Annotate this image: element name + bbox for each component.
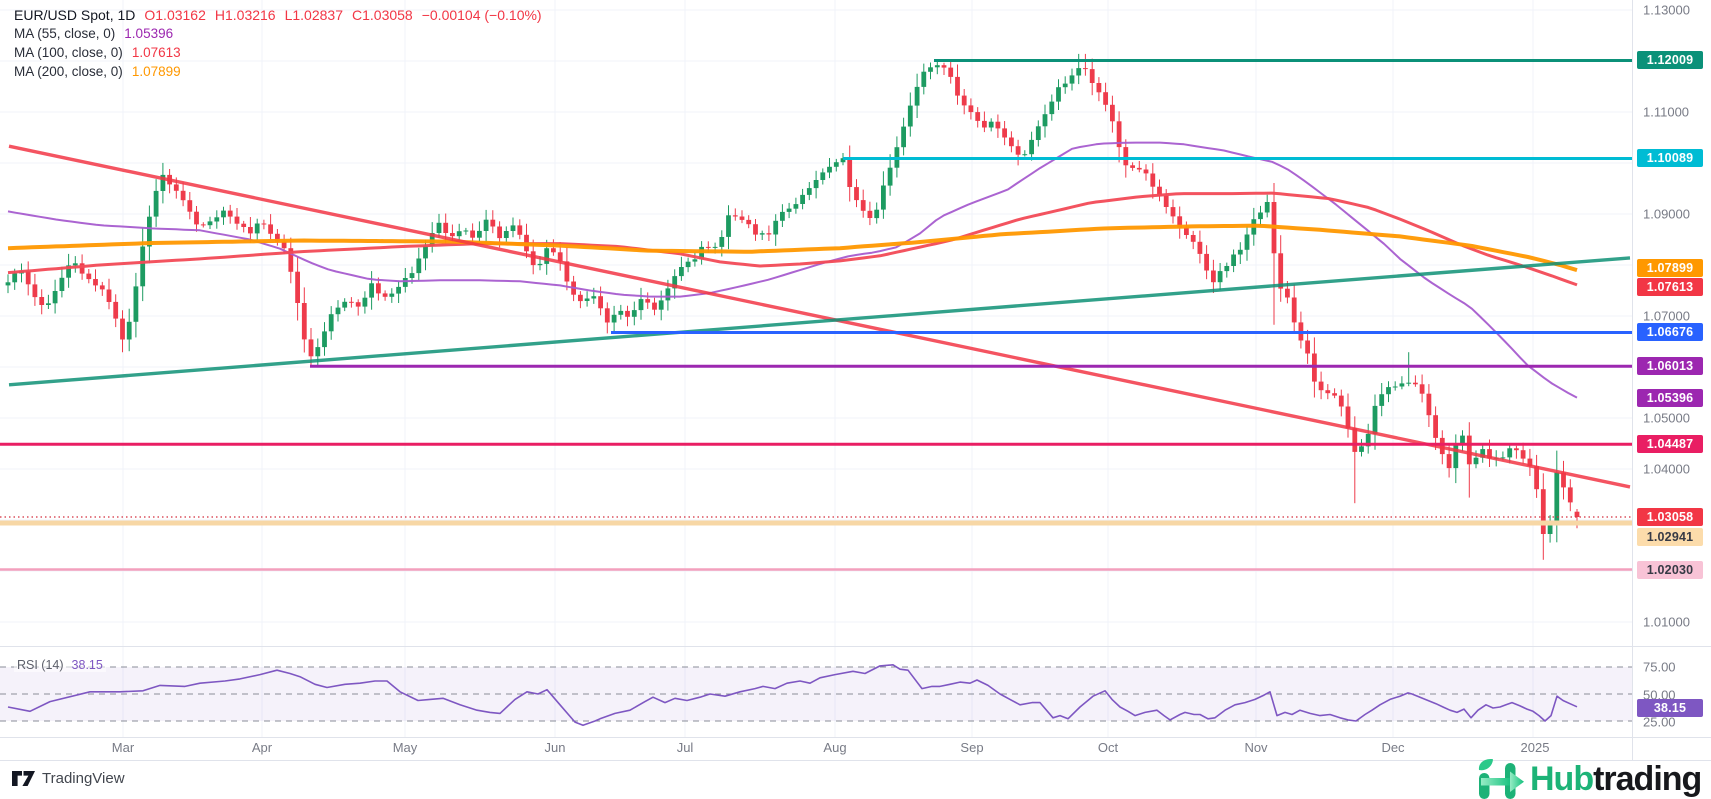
price-axis-label: 1.07000 bbox=[1643, 308, 1690, 324]
pane-separator[interactable] bbox=[0, 646, 1711, 647]
ma-200-line[interactable] bbox=[7, 223, 1578, 273]
time-axis-label: May bbox=[392, 740, 418, 755]
ma-55-value: 1.05396 bbox=[124, 26, 174, 41]
price-axis-badge: 1.03058 bbox=[1637, 508, 1703, 526]
rsi-pane bbox=[0, 663, 1632, 727]
price-axis-badge: 1.06676 bbox=[1637, 323, 1703, 341]
ma-200-value: 1.07899 bbox=[131, 64, 181, 79]
hubtrading-text-hub: Hub bbox=[1530, 760, 1594, 798]
key-levels[interactable] bbox=[0, 59, 1632, 571]
price-axis-label: 1.01000 bbox=[1643, 614, 1690, 630]
hubtrading-text-trading: trading bbox=[1593, 760, 1702, 798]
ohlc-open: O1.03162 bbox=[144, 7, 206, 23]
rsi-value: 38.15 bbox=[71, 658, 103, 672]
time-axis-label: Mar bbox=[111, 740, 135, 755]
price-axis-label: 25.00 bbox=[1643, 714, 1676, 730]
ma-200-label: MA (200, close, 0) bbox=[14, 64, 123, 79]
hubtrading-logo-text: Hubtrading bbox=[1530, 759, 1702, 799]
time-axis-label: Jul bbox=[676, 740, 694, 755]
time-axis-label: Dec bbox=[1381, 740, 1405, 755]
ohlc-close: C1.03058 bbox=[352, 7, 413, 23]
price-axis-badge: 38.15 bbox=[1637, 699, 1703, 717]
tradingview-logo-text: TradingView bbox=[42, 770, 125, 787]
time-axis-label: Aug bbox=[823, 740, 847, 755]
ohlc-low: L1.02837 bbox=[284, 7, 343, 23]
ma-55-label: MA (55, close, 0) bbox=[14, 26, 116, 41]
price-axis-badge: 1.12009 bbox=[1637, 51, 1703, 69]
hubtrading-logo: Hubtrading bbox=[1477, 758, 1711, 799]
candlestick-series[interactable] bbox=[5, 53, 1580, 560]
tradingview-logo-icon bbox=[12, 771, 35, 786]
trendlines[interactable] bbox=[8, 144, 1631, 489]
footer-separator bbox=[0, 760, 1711, 761]
ma-200-legend-row[interactable]: MA (200, close, 0) 1.07899 bbox=[14, 63, 542, 81]
gridlines bbox=[0, 0, 1632, 737]
time-axis-label: 2025 bbox=[1520, 740, 1550, 755]
tradingview-attribution[interactable]: TradingView bbox=[12, 770, 125, 787]
price-axis-label: 1.13000 bbox=[1643, 2, 1690, 18]
symbol-row[interactable]: EUR/USD Spot, 1D O1.03162 H1.03216 L1.02… bbox=[14, 6, 542, 24]
price-axis-label: 1.11000 bbox=[1643, 104, 1690, 120]
price-axis-badge: 1.04487 bbox=[1637, 435, 1703, 453]
rsi-legend[interactable]: RSI (14) 38.15 bbox=[14, 658, 106, 672]
price-axis-badge: 1.02941 bbox=[1637, 528, 1703, 546]
ma-100-legend-row[interactable]: MA (100, close, 0) 1.07613 bbox=[14, 44, 542, 62]
rsi-line bbox=[7, 663, 1578, 727]
ma-100-value: 1.07613 bbox=[131, 45, 181, 60]
time-axis-label: Oct bbox=[1097, 740, 1119, 755]
price-axis-border bbox=[1632, 0, 1633, 760]
price-axis-badge: 1.06013 bbox=[1637, 357, 1703, 375]
price-axis-label: 1.04000 bbox=[1643, 461, 1690, 477]
price-axis-badge: 1.05396 bbox=[1637, 389, 1703, 407]
ma-100-line[interactable] bbox=[7, 191, 1578, 287]
time-axis-label: Jun bbox=[544, 740, 566, 755]
price-axis-label: 1.09000 bbox=[1643, 206, 1690, 222]
time-axis-label: Nov bbox=[1244, 740, 1268, 755]
time-axis-label: Sep bbox=[960, 740, 984, 755]
price-axis-label: 75.00 bbox=[1643, 659, 1676, 675]
symbol-title: EUR/USD Spot, 1D bbox=[14, 7, 136, 23]
price-axis-label: 1.05000 bbox=[1643, 410, 1690, 426]
ohlc-high: H1.03216 bbox=[214, 7, 276, 23]
time-axis-separator bbox=[0, 737, 1711, 738]
time-axis-label: Apr bbox=[251, 740, 273, 755]
chart-legend: EUR/USD Spot, 1D O1.03162 H1.03216 L1.02… bbox=[14, 6, 542, 82]
price-axis-badge: 1.07613 bbox=[1637, 278, 1703, 296]
price-axis-badge: 1.10089 bbox=[1637, 149, 1703, 167]
ma-100-label: MA (100, close, 0) bbox=[14, 45, 123, 60]
ma-55-legend-row[interactable]: MA (55, close, 0) 1.05396 bbox=[14, 25, 542, 43]
price-axis-label: 50.00 bbox=[1643, 687, 1676, 703]
ohlc-change: −0.00104 (−0.10%) bbox=[421, 7, 542, 23]
ma-55-line[interactable] bbox=[7, 141, 1578, 399]
price-axis-badge: 1.02030 bbox=[1637, 561, 1703, 579]
price-axis-badge: 1.07899 bbox=[1637, 259, 1703, 277]
rsi-label: RSI (14) bbox=[17, 658, 64, 672]
hubtrading-logo-icon bbox=[1478, 758, 1524, 799]
